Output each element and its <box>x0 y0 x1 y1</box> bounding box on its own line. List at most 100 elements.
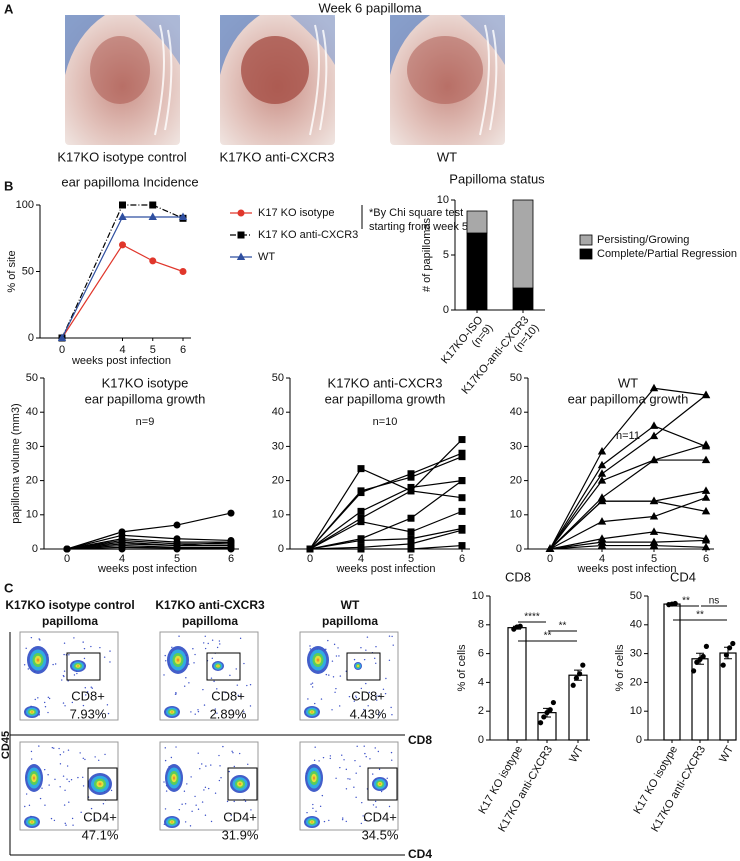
marker <box>649 512 659 520</box>
y-axis-label: % of cells <box>614 644 626 692</box>
event-dot <box>382 688 385 690</box>
event-dot <box>64 789 66 791</box>
photo-fur <box>479 24 498 136</box>
significance-label: ** <box>559 621 567 632</box>
event-dot <box>59 763 62 765</box>
y-tick-label: 0 <box>28 332 34 344</box>
marker <box>173 521 181 529</box>
event-dot <box>53 747 55 749</box>
bar-segment <box>512 199 534 289</box>
annotation: *By Chi square test <box>369 207 463 219</box>
event-dot <box>91 687 94 689</box>
x-tick-label: 6 <box>228 553 234 565</box>
event-dot <box>356 745 358 747</box>
event-dot <box>30 636 33 639</box>
event-dot <box>214 792 217 794</box>
event-dot <box>306 811 308 814</box>
y-axis-label: papilloma volume (mm3) <box>10 403 22 523</box>
gate-label: CD8+ <box>211 688 245 703</box>
y-tick-label: 20 <box>510 475 522 487</box>
marker <box>407 487 415 495</box>
event-dot <box>48 697 51 700</box>
event-dot <box>378 695 380 697</box>
event-dot <box>190 711 192 713</box>
event-dot <box>238 752 241 755</box>
event-dot <box>194 713 196 715</box>
event-dot <box>201 801 204 803</box>
y-tick-label: 20 <box>272 475 284 487</box>
data-point <box>538 720 544 726</box>
event-dot <box>73 637 75 639</box>
gate <box>206 652 241 681</box>
event-dot <box>313 759 316 762</box>
event-dot <box>82 757 84 760</box>
event-dot <box>63 642 66 644</box>
legend-swatch <box>579 248 593 260</box>
marker <box>458 542 466 550</box>
event-dot <box>335 655 338 657</box>
annotation: n=10 <box>373 416 398 428</box>
marker <box>357 507 365 515</box>
x-tick-label: 0 <box>547 553 553 565</box>
y-tick-label: 10 <box>510 509 522 521</box>
event-dot <box>175 693 177 695</box>
event-dot <box>388 635 391 637</box>
event-dot <box>391 635 393 638</box>
marker <box>357 536 365 544</box>
event-dot <box>360 687 363 690</box>
y-tick-label: 0 <box>478 734 484 746</box>
event-dot <box>197 808 200 810</box>
event-dot <box>392 644 394 646</box>
y-tick-label: 30 <box>272 440 284 452</box>
event-dot <box>163 674 165 676</box>
event-dot <box>218 754 220 757</box>
event-dot <box>82 785 85 787</box>
event-dot <box>163 781 165 783</box>
density <box>311 711 313 713</box>
series-line <box>549 539 707 550</box>
event-dot <box>194 795 196 798</box>
event-dot <box>64 822 66 825</box>
event-dot <box>164 759 167 762</box>
density <box>172 776 176 780</box>
marker <box>63 545 71 553</box>
data-point <box>723 652 730 658</box>
data-point <box>573 675 580 681</box>
y-tick-label: 100 <box>16 199 34 211</box>
event-dot <box>79 752 81 754</box>
event-dot <box>243 711 245 713</box>
event-dot <box>39 639 41 641</box>
event-dot <box>378 711 381 714</box>
event-dot <box>203 704 206 706</box>
event-dot <box>345 820 347 823</box>
event-dot <box>231 750 233 753</box>
event-dot <box>353 786 355 788</box>
event-dot <box>249 684 252 686</box>
marker <box>357 489 365 497</box>
density <box>31 821 33 823</box>
legend-marker <box>236 252 246 260</box>
y-axis-label: % of cells <box>456 644 468 692</box>
event-dot <box>86 691 89 693</box>
significance-label: ** <box>696 610 704 621</box>
y-tick-label: 0 <box>278 543 284 555</box>
event-dot <box>233 800 235 803</box>
marker <box>306 545 314 553</box>
event-dot <box>109 661 111 663</box>
event-dot <box>216 712 218 714</box>
series-line <box>549 490 707 550</box>
event-dot <box>376 699 378 701</box>
marker <box>149 257 157 265</box>
event-dot <box>77 776 79 779</box>
marker <box>701 535 711 544</box>
event-dot <box>367 705 369 707</box>
event-dot <box>98 759 100 761</box>
series-line <box>549 459 706 550</box>
event-dot <box>201 763 203 765</box>
event-dot <box>82 704 85 707</box>
chart-title: Papilloma status <box>449 171 545 186</box>
gate <box>367 767 398 801</box>
marker <box>227 509 235 517</box>
event-dot <box>247 763 249 766</box>
event-dot <box>239 695 242 697</box>
